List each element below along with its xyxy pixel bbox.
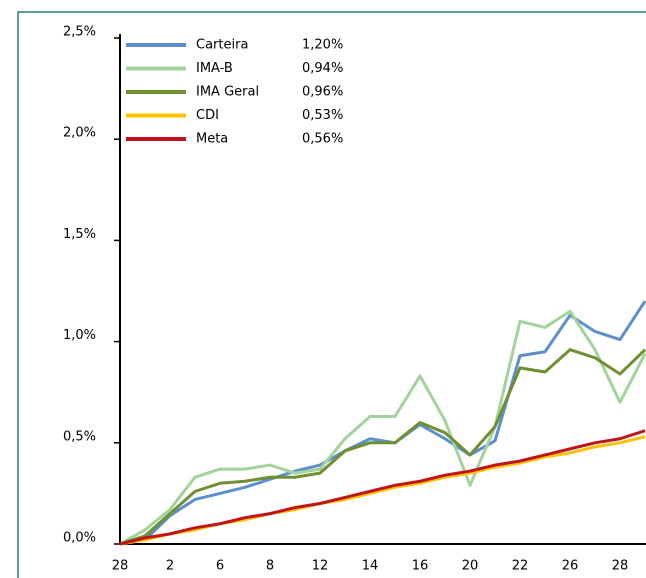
series-line — [119, 309, 646, 546]
x-tick-label: 22 — [512, 559, 529, 574]
x-tick-label: 12 — [312, 559, 329, 574]
legend-label: IMA-B — [196, 61, 233, 76]
legend-label: Meta — [196, 132, 228, 147]
x-tick-label: 6 — [216, 559, 224, 574]
legend-label: IMA Geral — [196, 85, 259, 100]
legend-value: 0,53% — [302, 108, 343, 123]
legend-value: 0,94% — [302, 61, 343, 76]
x-tick-label: 16 — [412, 559, 429, 574]
x-tick-label: 8 — [266, 559, 274, 574]
x-tick-label: 28 — [612, 559, 629, 574]
legend-value: 1,20% — [302, 38, 343, 53]
frame — [17, 11, 646, 578]
series-line — [119, 348, 646, 546]
x-tick-label: 26 — [562, 559, 579, 574]
y-tick-label: 1,0% — [63, 328, 96, 343]
legend-value: 0,96% — [302, 85, 343, 100]
x-tick-label: 20 — [462, 559, 479, 574]
x-tick-label: 14 — [362, 559, 379, 574]
y-tick-label: 1,5% — [63, 227, 96, 242]
y-tick-label: 2,5% — [63, 25, 96, 40]
legend-label: CDI — [196, 108, 219, 123]
y-tick-label: 2,0% — [63, 126, 96, 141]
series-line — [119, 429, 646, 546]
legend-value: 0,56% — [302, 132, 343, 147]
x-tick-label: 28 — [112, 559, 129, 574]
series-line — [119, 300, 646, 546]
legend-label: Carteira — [196, 38, 248, 53]
x-tick-label: 2 — [166, 559, 174, 574]
y-tick-label: 0,0% — [63, 531, 96, 546]
y-tick-label: 0,5% — [63, 429, 96, 444]
